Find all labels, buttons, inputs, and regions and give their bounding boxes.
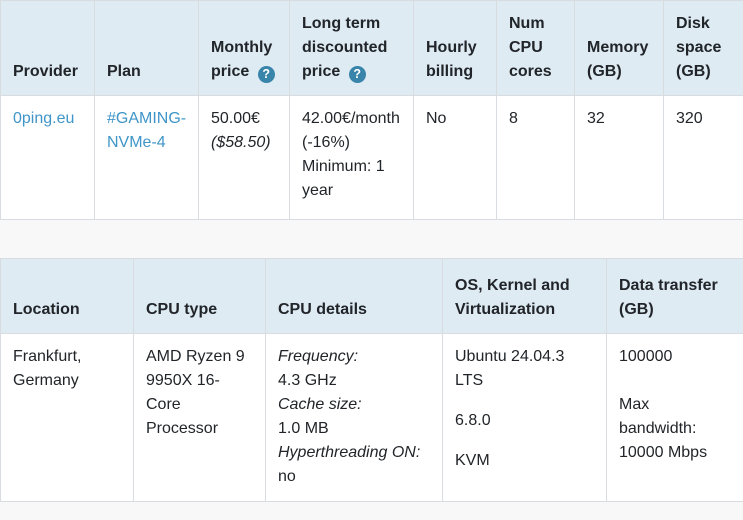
virtualization-value: KVM xyxy=(455,452,490,469)
location-cell: Frankfurt, Germany xyxy=(0,333,134,502)
max-bandwidth-value: Max bandwidth: 10000 Mbps xyxy=(619,396,708,461)
col-header-cpu-type: CPU type xyxy=(133,258,266,334)
col-header-num-cpu-cores: Num CPU cores xyxy=(496,0,575,96)
memory-cell: 32 xyxy=(574,95,664,220)
data-transfer-cell: 100000 Max bandwidth: 10000 Mbps xyxy=(606,333,743,502)
cpu-type-cell: AMD Ryzen 9 9950X 16-Core Processor xyxy=(133,333,266,502)
data-transfer-value: 100000 xyxy=(619,348,673,365)
col-header-provider-label: Provider xyxy=(13,63,78,80)
plan-link[interactable]: #GAMING-NVMe-4 xyxy=(107,110,187,151)
cpu-detail-hyperthreading-value: no xyxy=(278,468,296,485)
col-header-cpu-details: CPU details xyxy=(265,258,443,334)
long-term-price-cell: 42.00€/month (-16%) Minimum: 1 year xyxy=(289,95,414,220)
plan-cell: #GAMING-NVMe-4 xyxy=(94,95,199,220)
monthly-price-cell: 50.00€ ($58.50) xyxy=(198,95,290,220)
cpu-type-value: AMD Ryzen 9 9950X 16-Core Processor xyxy=(146,348,245,437)
disk-space-cell: 320 xyxy=(663,95,743,220)
col-header-num-cpu-cores-label: Num CPU cores xyxy=(509,15,552,80)
details-table: Location CPU type CPU details OS, Kernel… xyxy=(0,258,743,502)
kernel-value: 6.8.0 xyxy=(455,412,491,429)
col-header-long-term-price-label: Long term discounted price xyxy=(302,15,388,80)
help-icon[interactable]: ? xyxy=(348,66,366,83)
col-header-data-transfer-label: Data transfer (GB) xyxy=(619,277,718,318)
col-header-data-transfer: Data transfer (GB) xyxy=(606,258,743,334)
cpu-detail-cache-value: 1.0 MB xyxy=(278,420,329,437)
cpu-detail-hyperthreading-label: Hyperthreading ON: xyxy=(278,444,421,461)
col-header-provider: Provider xyxy=(0,0,95,96)
help-icon[interactable]: ? xyxy=(257,66,275,83)
monthly-price-usd: ($58.50) xyxy=(211,134,271,151)
details-header-row: Location CPU type CPU details OS, Kernel… xyxy=(0,258,743,334)
col-header-cpu-details-label: CPU details xyxy=(278,301,367,318)
col-header-plan-label: Plan xyxy=(107,63,141,80)
hourly-billing-cell: No xyxy=(413,95,497,220)
provider-link[interactable]: 0ping.eu xyxy=(13,110,75,127)
details-data-row: Frankfurt, Germany AMD Ryzen 9 9950X 16-… xyxy=(0,333,743,502)
col-header-disk-space: Disk space (GB) xyxy=(663,0,743,96)
plans-header-row: Provider Plan Monthly price ? Long term … xyxy=(0,0,743,96)
plans-data-row: 0ping.eu #GAMING-NVMe-4 50.00€ ($58.50) … xyxy=(0,95,743,220)
col-header-hourly-billing: Hourly billing xyxy=(413,0,497,96)
col-header-memory: Memory (GB) xyxy=(574,0,664,96)
num-cpu-cores-cell: 8 xyxy=(496,95,575,220)
monthly-price-eur: 50.00€ xyxy=(211,110,260,127)
col-header-long-term-price: Long term discounted price ? xyxy=(289,0,414,96)
col-header-plan: Plan xyxy=(94,0,199,96)
col-header-monthly-price: Monthly price ? xyxy=(198,0,290,96)
provider-cell: 0ping.eu xyxy=(0,95,95,220)
os-value: Ubuntu 24.04.3 LTS xyxy=(455,348,565,389)
col-header-location-label: Location xyxy=(13,301,80,318)
col-header-os-kernel-virtualization-label: OS, Kernel and Virtualization xyxy=(455,277,570,318)
cpu-detail-frequency-value: 4.3 GHz xyxy=(278,372,337,389)
col-header-memory-label: Memory (GB) xyxy=(587,39,649,80)
col-header-cpu-type-label: CPU type xyxy=(146,301,218,318)
col-header-disk-space-label: Disk space (GB) xyxy=(676,15,722,80)
long-term-minimum: Minimum: 1 year xyxy=(302,158,385,199)
cpu-details-cell: Frequency: 4.3 GHz Cache size: 1.0 MB Hy… xyxy=(265,333,443,502)
cpu-detail-cache-label: Cache size: xyxy=(278,396,362,413)
col-header-monthly-price-label: Monthly price xyxy=(211,39,273,80)
plans-table: Provider Plan Monthly price ? Long term … xyxy=(0,0,743,220)
cpu-detail-frequency-label: Frequency: xyxy=(278,348,359,365)
col-header-hourly-billing-label: Hourly billing xyxy=(426,39,477,80)
long-term-price: 42.00€/month (-16%) xyxy=(302,110,400,151)
col-header-os-kernel-virtualization: OS, Kernel and Virtualization xyxy=(442,258,607,334)
col-header-location: Location xyxy=(0,258,134,334)
os-kernel-virtualization-cell: Ubuntu 24.04.3 LTS 6.8.0 KVM xyxy=(442,333,607,502)
